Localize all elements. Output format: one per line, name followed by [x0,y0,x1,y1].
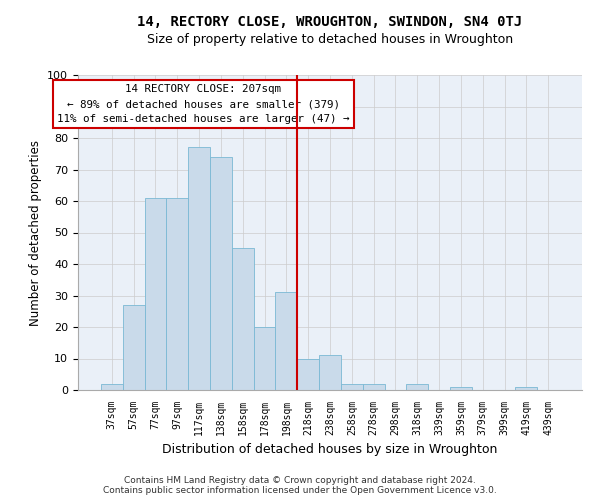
Text: 14 RECTORY CLOSE: 207sqm
← 89% of detached houses are smaller (379)
11% of semi-: 14 RECTORY CLOSE: 207sqm ← 89% of detach… [57,84,350,124]
Bar [188,148,210,390]
Bar [341,384,363,390]
Bar [515,387,537,390]
Bar [319,356,341,390]
Bar [166,198,188,390]
Bar [450,387,472,390]
Bar [254,327,275,390]
Y-axis label: Number of detached properties: Number of detached properties [29,140,42,326]
Text: 14, RECTORY CLOSE, WROUGHTON, SWINDON, SN4 0TJ: 14, RECTORY CLOSE, WROUGHTON, SWINDON, S… [137,15,523,29]
Bar [297,358,319,390]
Bar [275,292,297,390]
Text: Size of property relative to detached houses in Wroughton: Size of property relative to detached ho… [147,32,513,46]
Bar [123,305,145,390]
Text: Contains HM Land Registry data © Crown copyright and database right 2024.
Contai: Contains HM Land Registry data © Crown c… [103,476,497,495]
Bar [363,384,385,390]
Bar [145,198,166,390]
X-axis label: Distribution of detached houses by size in Wroughton: Distribution of detached houses by size … [163,444,497,456]
Bar [101,384,123,390]
Bar [406,384,428,390]
Bar [232,248,254,390]
Bar [210,157,232,390]
